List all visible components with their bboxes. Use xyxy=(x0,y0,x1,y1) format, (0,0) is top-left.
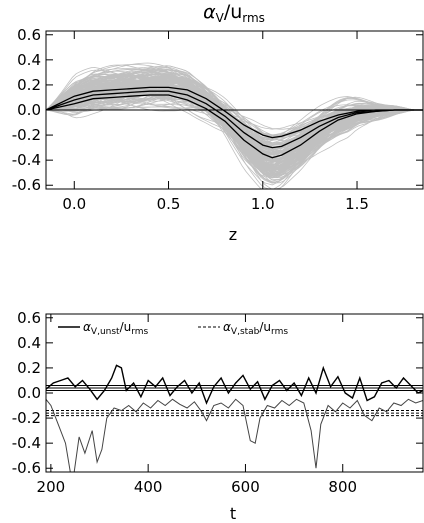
top-y-tick-label: 0.0 xyxy=(17,101,41,119)
bottom-panel: 200 400 600 800 -0.6-0.4-0.20.00.20.40.6 t … xyxy=(12,309,424,523)
bottom-series-lines xyxy=(46,364,423,472)
bot-y-tick-label: 0.6 xyxy=(17,309,41,327)
top-x-tick-label: 1.0 xyxy=(251,195,275,213)
top-x-tick-label: 1.5 xyxy=(345,195,369,213)
bot-x-tick-label: 800 xyxy=(328,478,357,496)
bot-y-tick-label: -0.4 xyxy=(12,434,41,452)
bot-x-tick-label: 600 xyxy=(231,478,260,496)
bot-x-tick-label: 200 xyxy=(37,478,66,496)
top-x-tick-label: 0.0 xyxy=(62,195,86,213)
top-chart-title: αV/urms xyxy=(203,1,265,25)
bottom-x-axis-label: t xyxy=(230,504,236,523)
top-x-axis-label: z xyxy=(229,225,237,244)
legend-label-stab: αV,stab/urms xyxy=(223,320,288,337)
top-x-tick-labels: 0.0 0.5 1.0 1.5 xyxy=(62,195,369,213)
series-1-line xyxy=(46,398,423,472)
profile-upper-line xyxy=(46,86,423,139)
top-y-tick-label: -0.6 xyxy=(12,176,41,194)
top-y-tick-labels: -0.6 -0.4 -0.2 0.0 0.2 0.4 0.6 xyxy=(12,26,41,194)
top-panel: αV/urms 0.0 0.5 1.0 1.5 -0.6 -0.4 -0.2 0.0 0.2 0… xyxy=(12,1,424,244)
ensemble-curve xyxy=(46,62,423,189)
bottom-legend: αV,unst/urms αV,stab/urms xyxy=(58,320,288,337)
series-0-line xyxy=(46,364,423,405)
ensemble-curve xyxy=(46,87,423,154)
ensemble-curve xyxy=(46,81,423,152)
bottom-y-tick-labels: -0.6 -0.4 -0.2 0.0 0.2 0.4 0.6 xyxy=(12,309,41,477)
top-x-tick-label: 0.5 xyxy=(157,195,181,213)
bottom-x-tick-labels: 200 400 600 800 xyxy=(37,478,358,496)
top-ensemble-curves xyxy=(46,62,423,189)
bot-y-tick-label: 0.2 xyxy=(17,359,41,377)
bot-y-tick-label: -0.6 xyxy=(12,459,41,477)
top-y-tick-label: 0.6 xyxy=(17,26,41,44)
ensemble-curve xyxy=(46,85,423,142)
ensemble-curve xyxy=(46,82,423,160)
profile-lower-line xyxy=(46,94,423,159)
top-y-tick-label: -0.4 xyxy=(12,151,41,169)
bot-x-tick-label: 400 xyxy=(134,478,163,496)
ensemble-curve xyxy=(46,91,423,141)
top-y-tick-label: 0.4 xyxy=(17,51,41,69)
bot-y-tick-label: 0.4 xyxy=(17,334,41,352)
top-axes-ticks xyxy=(46,31,423,189)
profile-mean-line xyxy=(46,90,423,149)
top-y-tick-label: 0.2 xyxy=(17,76,41,94)
bot-y-tick-label: -0.2 xyxy=(12,409,41,427)
top-y-tick-label: -0.2 xyxy=(12,126,41,144)
legend-label-unst: αV,unst/urms xyxy=(83,320,149,337)
top-mean-lines xyxy=(46,86,423,159)
bottom-axes-ticks xyxy=(46,314,423,472)
bot-y-tick-label: 0.0 xyxy=(17,384,41,402)
